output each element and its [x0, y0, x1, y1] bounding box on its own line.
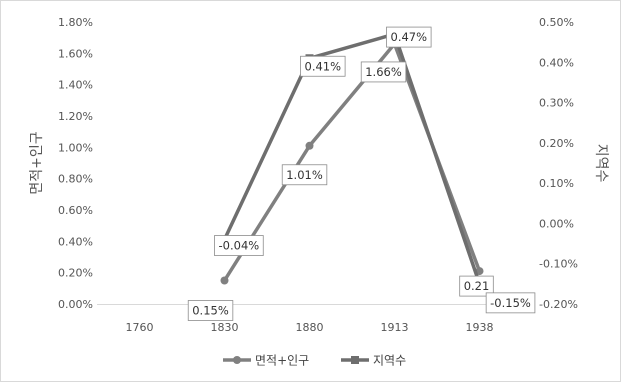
- y-left-tick-label: 1.60%: [58, 47, 93, 60]
- y-right-tick-label: -0.10%: [539, 258, 578, 271]
- data-label: 0.41%: [305, 59, 342, 73]
- x-tick-label: 1760: [126, 321, 154, 334]
- legend-label: 지역수: [373, 354, 406, 368]
- y-left-tick-label: 0.00%: [58, 298, 93, 311]
- x-tick-label: 1938: [466, 321, 494, 334]
- y-right-tick-label: 0.10%: [539, 177, 574, 190]
- data-label: 1.01%: [286, 168, 323, 182]
- data-label: 1.66%: [365, 65, 402, 79]
- legend-label: 면적+인구: [255, 354, 309, 368]
- y-right-axis-title: 지역수: [593, 144, 609, 183]
- y-left-tick-label: 1.40%: [58, 79, 93, 92]
- data-label-box: [459, 275, 494, 297]
- y-right-tick-label: 0.00%: [539, 217, 574, 230]
- y-left-tick-label: 1.20%: [58, 110, 93, 123]
- data-label-box: [187, 300, 234, 321]
- series-line: [222, 32, 482, 285]
- legend-marker: [233, 356, 241, 364]
- legend-marker: [351, 356, 359, 364]
- y-left-tick-label: 0.60%: [58, 204, 93, 217]
- x-tick-label: 1913: [381, 321, 409, 334]
- y-left-axis-title: 면적+인구: [29, 131, 45, 194]
- data-label: 0.21: [464, 279, 490, 293]
- y-right-tick-label: 0.30%: [539, 97, 574, 110]
- data-label-box: [485, 292, 536, 314]
- data-point: [220, 276, 229, 285]
- x-tick-label: 1880: [296, 321, 324, 334]
- data-label-box: [300, 55, 346, 77]
- x-tick-label: 1830: [211, 321, 239, 334]
- data-label-box: [360, 61, 407, 83]
- data-label-box: [386, 26, 432, 48]
- data-label-box: [281, 164, 328, 186]
- data-label-box: [214, 235, 264, 256]
- y-left-tick-label: 0.40%: [58, 235, 93, 248]
- data-label: -0.04%: [219, 239, 260, 253]
- data-label: -0.15%: [490, 296, 531, 310]
- y-left-tick-label: 0.20%: [58, 267, 93, 280]
- data-label: 0.15%: [192, 304, 229, 318]
- y-left-tick-label: 1.00%: [58, 141, 93, 154]
- y-right-tick-label: 0.20%: [539, 137, 574, 150]
- y-right-tick-label: -0.20%: [539, 298, 578, 311]
- y-right-tick-label: 0.40%: [539, 56, 574, 69]
- y-left-tick-label: 1.80%: [58, 16, 93, 29]
- y-right-tick-label: 0.50%: [539, 16, 574, 29]
- data-label: 0.47%: [391, 30, 428, 44]
- y-left-tick-label: 0.80%: [58, 173, 93, 186]
- data-point: [305, 141, 314, 150]
